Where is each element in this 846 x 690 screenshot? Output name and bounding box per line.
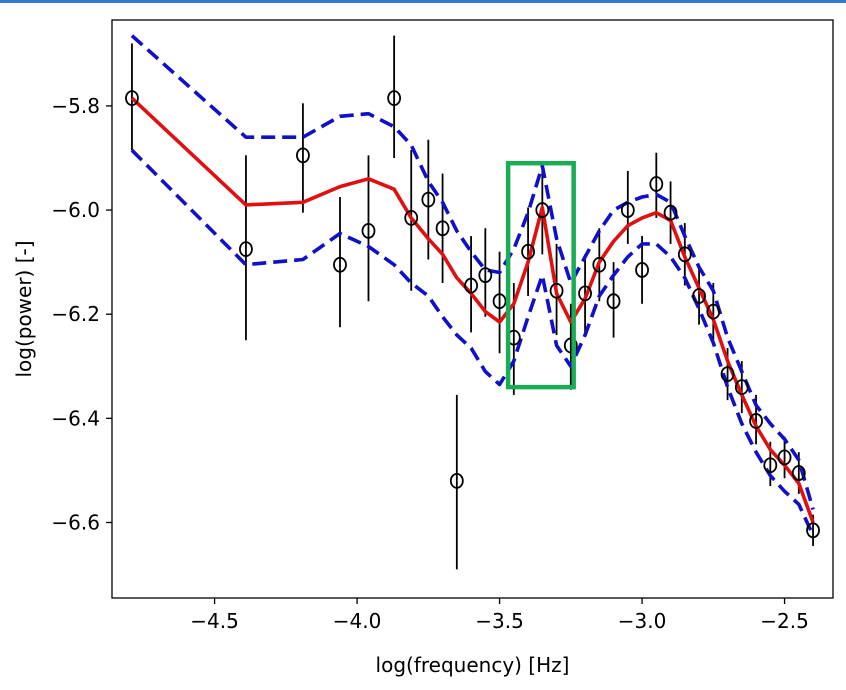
data-point-30: [749, 413, 763, 429]
top-accent-bar: [0, 0, 846, 3]
upper-band-line: [130, 34, 815, 510]
data-point-4: [361, 222, 376, 239]
data-point-15: [535, 202, 550, 218]
x-tick-label: −3.0: [618, 609, 667, 633]
y-tick-label: −6.4: [51, 406, 100, 430]
data-point-22: [635, 262, 649, 278]
data-point-12: [492, 293, 507, 310]
data-point-16: [549, 282, 564, 299]
data-point-9: [449, 472, 464, 489]
data-point-0: [125, 90, 139, 107]
y-axis-label: log(power) [-]: [12, 240, 36, 377]
x-tick-label: −3.5: [475, 609, 524, 633]
plot-frame: [111, 19, 834, 599]
data-point-31: [763, 457, 778, 474]
highlight-box: [505, 160, 576, 390]
data-point-26: [692, 288, 706, 304]
data-point-32: [777, 449, 792, 466]
data-point-28: [720, 366, 735, 382]
data-point-7: [421, 191, 436, 208]
data-point-5: [387, 90, 402, 107]
data-point-25: [677, 246, 692, 263]
data-point-17: [563, 337, 578, 354]
data-point-33: [791, 465, 806, 481]
data-point-29: [734, 379, 749, 396]
data-point-3: [333, 256, 347, 273]
data-point-19: [592, 256, 607, 273]
x-tick-label: −2.5: [760, 609, 809, 633]
data-point-1: [239, 241, 253, 258]
y-axis: −5.8 −6.0 −6.2 −6.4 −6.6: [51, 94, 112, 534]
data-point-6: [404, 209, 419, 226]
data-point-2: [296, 147, 310, 164]
data-point-10: [464, 277, 478, 294]
data-point-8: [435, 220, 450, 237]
y-tick-label: −5.8: [51, 94, 100, 118]
y-tick-label: −6.2: [51, 302, 100, 326]
data-point-14: [521, 243, 535, 260]
lower-band-line: [130, 148, 815, 537]
plot-area: [125, 34, 820, 570]
model-line: [130, 96, 815, 524]
y-tick-label: −6.6: [51, 510, 100, 534]
x-tick-label: −4.5: [190, 609, 239, 633]
data-point-11: [478, 267, 493, 284]
data-point-27: [706, 303, 721, 320]
x-tick-label: −4.0: [333, 609, 382, 633]
x-axis: −4.5 −4.0 −3.5 −3.0 −2.5: [190, 598, 809, 633]
x-axis-label: log(frequency) [Hz]: [376, 653, 570, 677]
data-point-21: [620, 202, 635, 218]
y-tick-label: −6.0: [51, 198, 100, 222]
data-point-18: [578, 285, 592, 302]
data-point-20: [606, 293, 621, 310]
data-point-34: [806, 522, 820, 539]
data-point-24: [663, 204, 678, 221]
data-point-23: [649, 176, 664, 192]
